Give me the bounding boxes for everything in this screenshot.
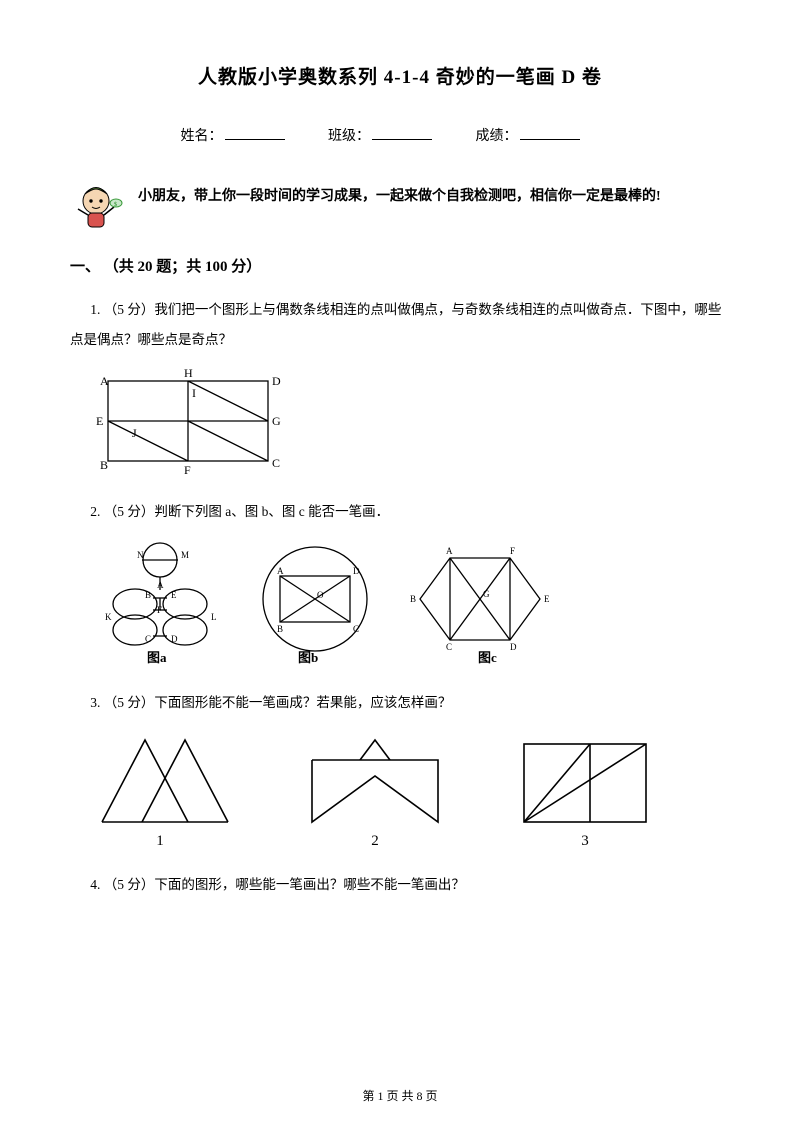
- score-label: 成绩：: [476, 129, 518, 144]
- svg-text:E: E: [96, 414, 103, 428]
- page-footer: 第 1 页 共 8 页: [0, 1085, 800, 1108]
- svg-text:F: F: [184, 463, 191, 477]
- figure-3-3: 3: [510, 730, 660, 850]
- figure-2: N M A B E F K L C D 图a A D B C O 图b: [90, 538, 560, 668]
- intro-content: 小朋友，带上你一段时间的学习成果，一起来做个自我检测吧，相信你一定是最棒的!: [138, 189, 661, 204]
- svg-text:O: O: [317, 590, 324, 600]
- svg-text:2: 2: [371, 833, 379, 849]
- question-1: 1. （5 分）我们把一个图形上与偶数条线相连的点叫做偶点，与奇数条线相连的点叫…: [70, 295, 730, 354]
- svg-text:B: B: [100, 458, 108, 472]
- svg-text:1: 1: [156, 833, 164, 849]
- svg-text:图c: 图c: [478, 650, 497, 665]
- svg-text:I: I: [192, 386, 196, 400]
- mascot-icon: $: [70, 179, 126, 231]
- svg-text:L: L: [211, 612, 217, 622]
- svg-text:M: M: [181, 550, 189, 560]
- figure-3-1: 1: [90, 730, 240, 850]
- score-blank: [520, 139, 580, 140]
- svg-text:A: A: [157, 580, 164, 590]
- svg-text:D: D: [510, 642, 517, 652]
- section-heading: 一、 （共 20 题；共 100 分）: [70, 253, 730, 282]
- svg-text:$: $: [114, 201, 117, 208]
- class-blank: [372, 139, 432, 140]
- svg-text:图a: 图a: [147, 650, 167, 665]
- svg-text:G: G: [272, 414, 281, 428]
- svg-text:F: F: [157, 605, 162, 615]
- svg-text:G: G: [483, 589, 490, 599]
- svg-text:A: A: [446, 546, 453, 556]
- figure-1: A H D E I G B J F C: [90, 367, 285, 477]
- svg-text:D: D: [171, 634, 178, 644]
- svg-text:E: E: [171, 590, 177, 600]
- svg-text:C: C: [272, 456, 280, 470]
- svg-text:3: 3: [581, 833, 589, 849]
- svg-text:H: H: [184, 367, 193, 380]
- figure-3-2: 2: [290, 730, 460, 850]
- svg-text:A: A: [277, 566, 284, 576]
- question-4: 4. （5 分）下面的图形，哪些能一笔画出？哪些不能一笔画出？: [70, 870, 730, 900]
- page-title: 人教版小学奥数系列 4-1-4 奇妙的一笔画 D 卷: [70, 60, 730, 96]
- svg-text:J: J: [132, 426, 137, 440]
- svg-text:C: C: [353, 624, 359, 634]
- svg-text:A: A: [100, 374, 109, 388]
- svg-text:C: C: [145, 634, 151, 644]
- svg-text:C: C: [446, 642, 452, 652]
- svg-text:D: D: [353, 566, 360, 576]
- intro-text: $ 小朋友，带上你一段时间的学习成果，一起来做个自我检测吧，相信你一定是最棒的!: [70, 179, 730, 235]
- svg-text:图b: 图b: [298, 650, 318, 665]
- svg-text:F: F: [510, 546, 515, 556]
- svg-text:K: K: [105, 612, 112, 622]
- svg-text:B: B: [410, 594, 416, 604]
- svg-text:B: B: [145, 590, 151, 600]
- svg-text:D: D: [272, 374, 281, 388]
- info-row: 姓名： 班级： 成绩：: [70, 124, 730, 151]
- name-blank: [225, 139, 285, 140]
- question-2: 2. （5 分）判断下列图 a、图 b、图 c 能否一笔画．: [70, 497, 730, 527]
- class-label: 班级：: [328, 129, 370, 144]
- name-label: 姓名：: [181, 129, 223, 144]
- svg-text:E: E: [544, 594, 550, 604]
- svg-text:B: B: [277, 624, 283, 634]
- svg-text:N: N: [137, 550, 144, 560]
- question-3: 3. （5 分）下面图形能不能一笔画成？若果能，应该怎样画？: [70, 688, 730, 718]
